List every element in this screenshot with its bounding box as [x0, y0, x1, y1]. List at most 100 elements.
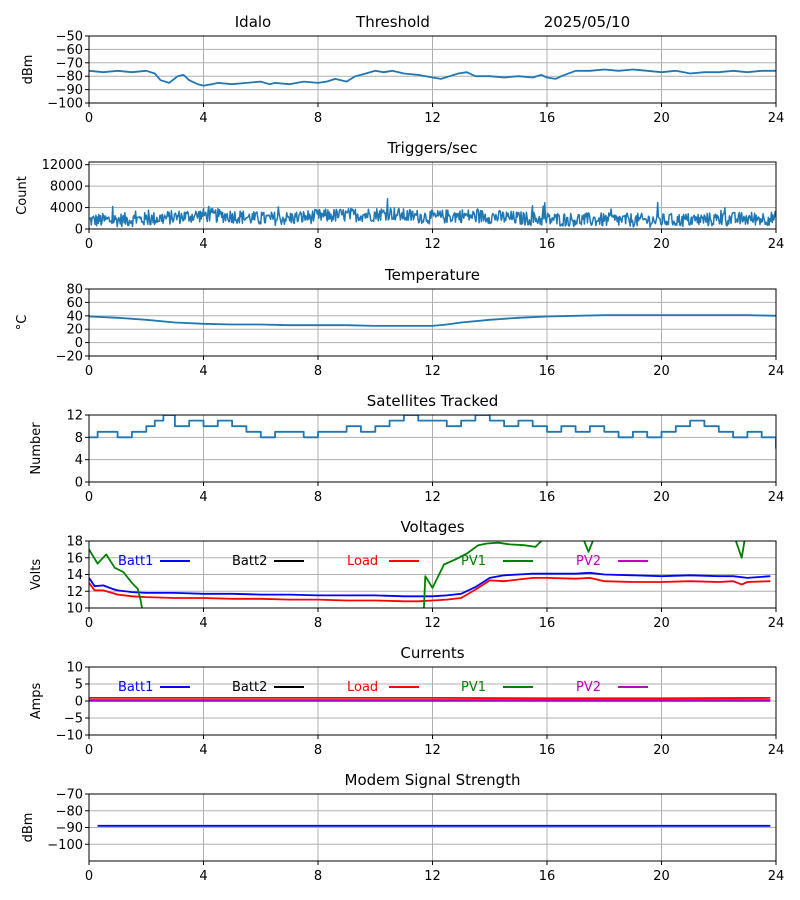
y-tick-label: 80 [66, 283, 83, 298]
x-tick-label: 20 [653, 111, 670, 126]
y-tick-label: −90 [56, 821, 83, 836]
x-tick-label: 0 [85, 490, 93, 505]
y-tick-label: 40 [66, 309, 83, 324]
y-tick-label: 20 [66, 323, 83, 338]
series-group [89, 415, 776, 449]
y-axis-title: Volts [29, 559, 44, 591]
x-tick-label: 16 [539, 490, 556, 505]
y-tick-label: 0 [75, 336, 83, 351]
y-tick-label: −5 [64, 712, 83, 727]
y-tick-label: 16 [66, 551, 83, 566]
x-tick-label: 24 [768, 490, 785, 505]
x-tick-label: 16 [539, 743, 556, 758]
y-tick-label: 60 [66, 296, 83, 311]
x-tick-label: 12 [424, 869, 441, 884]
panel-5: 0 4 8 12 16 20 24 −10 −5 0 5 10 Amps Currents Batt1 Bat… [29, 644, 784, 758]
x-tick-label: 8 [314, 237, 322, 252]
x-tick-label: 0 [85, 869, 93, 884]
series-line-pv1 [89, 541, 746, 608]
panel-title: Temperature [384, 266, 480, 284]
legend-label-batt2: Batt2 [232, 680, 267, 695]
x-tick-label: 20 [653, 616, 670, 631]
x-tick-label: 16 [539, 869, 556, 884]
x-tick-label: 0 [85, 111, 93, 126]
y-tick-label: 18 [66, 535, 83, 550]
legend-label-pv1: PV1 [461, 680, 486, 695]
x-tick-label: 4 [199, 237, 207, 252]
x-tick-label: 4 [199, 743, 207, 758]
y-tick-label: −70 [56, 56, 83, 71]
x-tick-label: 4 [199, 490, 207, 505]
legend-label-pv2: PV2 [576, 554, 601, 569]
series-line-0 [89, 314, 776, 327]
y-axis-title: Number [29, 422, 44, 475]
x-tick-label: 4 [199, 364, 207, 379]
x-tick-label: 16 [539, 364, 556, 379]
x-tick-label: 20 [653, 743, 670, 758]
header-mode: Threshold [355, 13, 430, 31]
x-tick-label: 0 [85, 616, 93, 631]
x-tick-label: 8 [314, 490, 322, 505]
y-tick-label: −20 [56, 350, 83, 365]
panel-title: Voltages [400, 518, 464, 536]
panel-title: Triggers/sec [387, 139, 478, 157]
y-axis-title: Amps [29, 682, 44, 719]
legend-label-load: Load [347, 554, 378, 569]
x-tick-label: 4 [199, 111, 207, 126]
panel-title: Currents [400, 644, 464, 662]
x-tick-label: 12 [424, 743, 441, 758]
y-axis-title: dBm [21, 813, 36, 843]
x-tick-label: 16 [539, 616, 556, 631]
y-tick-label: 10 [66, 602, 83, 617]
series-line-batt1 [89, 571, 771, 598]
x-tick-label: 24 [768, 111, 785, 126]
y-tick-label: 0 [75, 476, 83, 491]
y-tick-label: 0 [75, 695, 83, 710]
y-tick-label: 5 [75, 678, 83, 693]
x-tick-label: 24 [768, 869, 785, 884]
y-tick-label: 12000 [42, 158, 83, 173]
y-tick-label: −60 [56, 43, 83, 58]
legend-label-batt1: Batt1 [118, 554, 153, 569]
x-tick-label: 20 [653, 364, 670, 379]
x-tick-label: 16 [539, 237, 556, 252]
y-tick-label: −10 [56, 729, 83, 744]
panel-6: 0 4 8 12 16 20 24 −100 −90 −80−70 dBm Modem Signal … [21, 771, 784, 884]
panel-1: 0 4 8 12 16 20 24 0 4000 8000 12000 Count Triggers/s… [15, 139, 784, 252]
x-tick-label: 12 [424, 364, 441, 379]
y-tick-label: 12 [66, 409, 83, 424]
series-line-0 [89, 415, 776, 449]
y-axis-title: °C [15, 315, 30, 331]
y-axis-title: Count [15, 176, 30, 215]
x-tick-label: 12 [424, 616, 441, 631]
x-tick-label: 24 [768, 743, 785, 758]
y-tick-label: 8 [75, 431, 83, 446]
series-group [89, 198, 776, 228]
y-tick-label: −90 [56, 83, 83, 98]
y-tick-label: 10 [66, 661, 83, 676]
y-tick-label: 12 [66, 585, 83, 600]
y-tick-label: −100 [47, 838, 83, 853]
x-tick-label: 0 [85, 237, 93, 252]
x-tick-label: 8 [314, 616, 322, 631]
x-tick-label: 4 [199, 869, 207, 884]
series-line-load [89, 577, 771, 603]
legend-label-load: Load [347, 680, 378, 695]
x-tick-label: 0 [85, 743, 93, 758]
x-tick-label: 8 [314, 111, 322, 126]
y-axis-title: dBm [21, 55, 36, 85]
x-tick-label: 8 [314, 364, 322, 379]
y-tick-label: −50 [56, 30, 83, 45]
y-tick-label: 4 [75, 453, 83, 468]
x-tick-label: 8 [314, 869, 322, 884]
x-tick-label: 12 [424, 490, 441, 505]
header-date: 2025/05/10 [544, 13, 630, 31]
panel-3: 0 4 8 12 16 20 24 0 4 8 12 Number Satellites Tracked [29, 392, 784, 505]
series-group [89, 697, 771, 702]
x-tick-label: 24 [768, 364, 785, 379]
y-tick-label: 14 [66, 568, 83, 583]
